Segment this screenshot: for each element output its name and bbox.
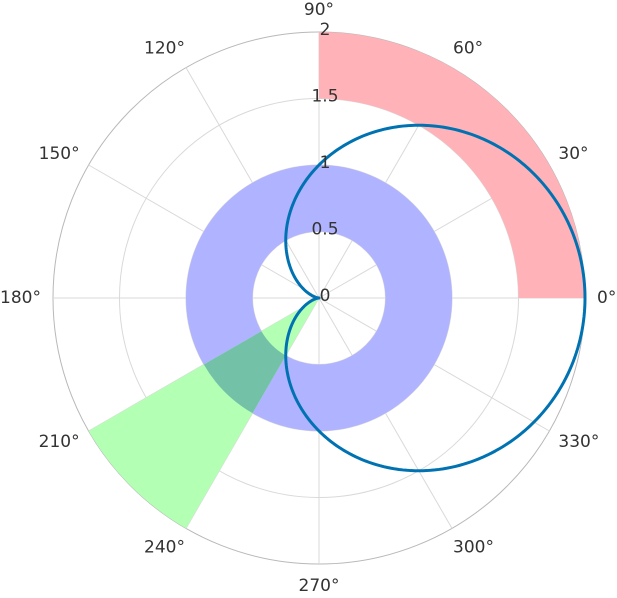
sector-0 [319, 32, 585, 298]
radial-tick-labels: 0 0.5 1 1.5 2 [311, 20, 338, 306]
angle-tick-label-60: 60° [453, 39, 483, 59]
radial-tick-label-1: 0.5 [311, 220, 338, 240]
polar-sectors [88, 32, 585, 529]
angle-tick-label-90: 90° [304, 0, 334, 20]
angle-tick-label-30: 30° [558, 144, 588, 164]
radial-tick-label-3: 1.5 [311, 87, 338, 107]
radial-tick-label-2: 1 [320, 153, 331, 173]
angle-tick-label-270: 270° [299, 576, 340, 596]
angle-tick-label-120: 120° [144, 39, 185, 59]
angle-tick-label-240: 240° [144, 537, 185, 557]
angle-tick-label-0: 0° [597, 288, 616, 308]
angle-tick-label-180: 180° [0, 288, 41, 308]
sector-overlap [203, 331, 286, 414]
polar-series [284, 123, 587, 473]
angle-tick-label-210: 210° [39, 432, 80, 452]
series-curve-0 [284, 123, 587, 473]
radial-tick-label-0: 0 [320, 286, 331, 306]
radial-tick-label-4: 2 [320, 20, 331, 40]
angle-tick-label-150: 150° [39, 144, 80, 164]
angle-tick-label-300: 300° [453, 537, 494, 557]
angle-tick-label-330: 330° [558, 432, 599, 452]
